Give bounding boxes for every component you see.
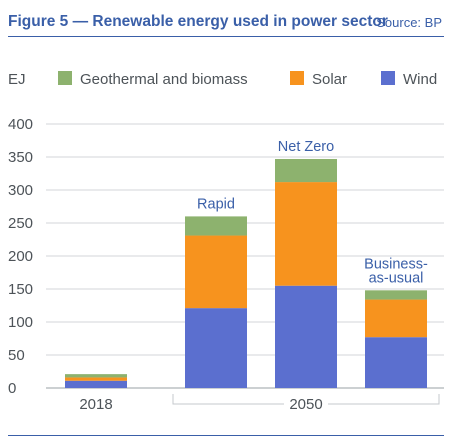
y-axis-unit: EJ	[8, 71, 26, 88]
bars	[65, 158, 427, 388]
x-axis: 2018 2050	[79, 394, 440, 413]
bar-label: Business-as-usual	[364, 256, 428, 286]
bar-segment	[185, 308, 247, 388]
y-tick-label: 400	[8, 116, 33, 133]
bar-segment	[275, 158, 337, 183]
y-tick-label: 150	[8, 281, 33, 298]
y-tick-label: 100	[8, 314, 33, 331]
bar-segment	[65, 374, 127, 378]
x-group-label: 2050	[289, 396, 322, 413]
chart-source: Source: BP	[376, 15, 442, 30]
y-tick-label: 0	[8, 380, 16, 397]
legend-swatch	[290, 71, 304, 85]
legend-swatch	[381, 71, 395, 85]
top-rule	[8, 36, 444, 37]
bar-label: Net Zero	[278, 139, 334, 155]
y-tick-label: 300	[8, 182, 33, 199]
x-group-label: 2018	[79, 396, 112, 413]
y-axis-ticks: 0 50 100 150 200 250 300 350 400	[8, 116, 33, 397]
bar-segment	[365, 299, 427, 338]
y-tick-label: 200	[8, 248, 33, 265]
bottom-rule	[8, 435, 444, 436]
bar-labels: Rapid Net Zero Business-as-usual	[197, 139, 428, 286]
x-group-label-bg	[284, 396, 328, 412]
legend-label: Solar	[312, 71, 347, 88]
bar-segment	[185, 235, 247, 309]
y-tick-label: 250	[8, 215, 33, 232]
bar-label: Rapid	[197, 196, 235, 212]
bar-segment	[275, 182, 337, 286]
y-tick-label: 350	[8, 149, 33, 166]
bar-segment	[65, 380, 127, 388]
bar-segment	[65, 377, 127, 381]
chart-title: Figure 5 — Renewable energy used in powe…	[8, 13, 388, 30]
bar-segment	[275, 285, 337, 388]
title-bar: Figure 5 — Renewable energy used in powe…	[0, 0, 450, 40]
legend-label: Wind	[403, 71, 437, 88]
bar-segment	[185, 216, 247, 236]
y-tick-label: 50	[8, 347, 25, 364]
legend-label: Geothermal and biomass	[80, 71, 248, 88]
bar-segment	[365, 290, 427, 300]
legend: Geothermal and biomass Solar Wind	[58, 71, 437, 88]
bar-segment	[365, 337, 427, 388]
legend-swatch	[58, 71, 72, 85]
